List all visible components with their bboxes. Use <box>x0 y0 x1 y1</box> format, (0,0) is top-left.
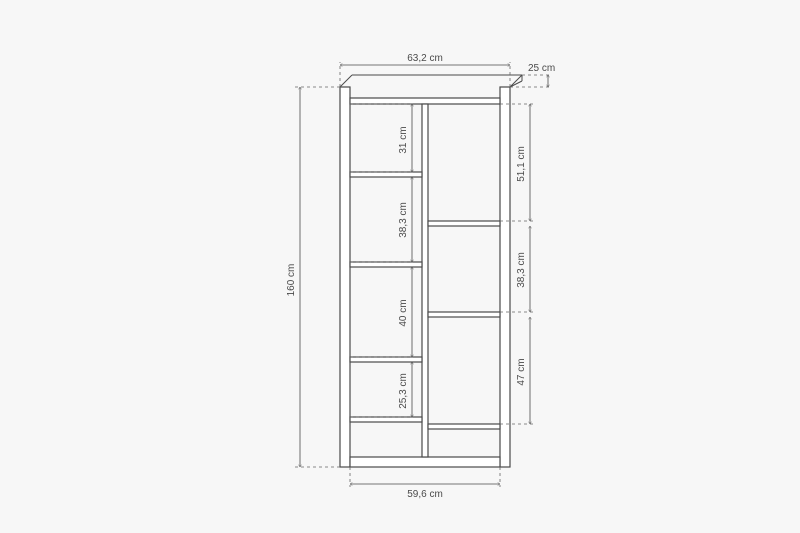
label-bottom-width: 59,6 cm <box>407 489 443 500</box>
label-left3: 40 cm <box>398 299 409 326</box>
left-shelf-3 <box>350 357 422 362</box>
bottom-board <box>350 457 500 467</box>
right-shelf-2 <box>428 312 500 317</box>
right-shelf-1 <box>428 221 500 226</box>
top-board <box>350 98 500 104</box>
right-shelf-3 <box>428 424 500 429</box>
label-left1: 31 cm <box>398 126 409 153</box>
right-panel <box>500 87 510 467</box>
dim-left-column: 31 cm 38,3 cm 40 cm 25,3 cm <box>350 104 414 417</box>
top-oblique <box>340 75 522 87</box>
dim-bottom-width: 59,6 cm <box>350 467 500 500</box>
label-top-width: 63,2 cm <box>407 53 443 64</box>
label-right1: 51,1 cm <box>516 146 527 182</box>
center-divider <box>422 104 428 457</box>
label-right2: 38,3 cm <box>516 252 527 288</box>
left-shelf-1 <box>350 172 422 177</box>
label-depth: 25 cm <box>528 63 555 74</box>
diagram-stage: 63,2 cm 25 cm 160 cm 59,6 cm <box>0 0 800 533</box>
label-right3: 47 cm <box>516 358 527 385</box>
left-panel <box>340 87 350 467</box>
dim-top-width: 63,2 cm <box>340 53 510 87</box>
label-left4: 25,3 cm <box>398 373 409 409</box>
label-height: 160 cm <box>286 263 297 296</box>
label-left2: 38,3 cm <box>398 202 409 238</box>
left-shelf-4 <box>350 417 422 422</box>
left-shelf-2 <box>350 262 422 267</box>
dim-height: 160 cm <box>286 87 340 467</box>
bookshelf-diagram: 63,2 cm 25 cm 160 cm 59,6 cm <box>180 32 620 502</box>
